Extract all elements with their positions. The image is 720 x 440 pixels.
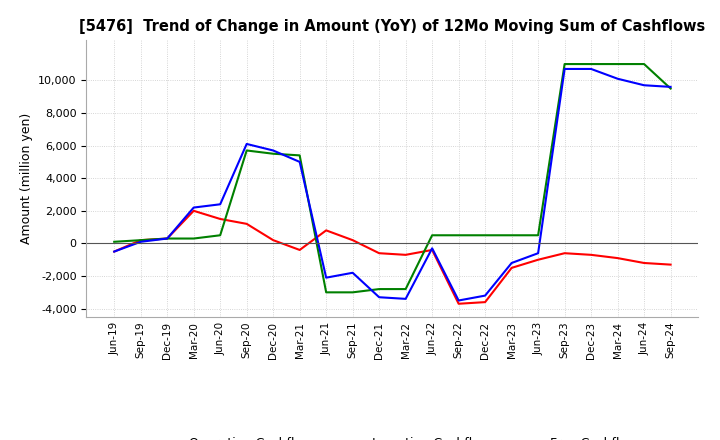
Line: Operating Cashflow: Operating Cashflow xyxy=(114,211,670,304)
Free Cashflow xyxy=(401,296,410,301)
Free Cashflow xyxy=(454,298,463,303)
Operating Cashflow xyxy=(295,247,304,253)
Operating Cashflow xyxy=(375,250,384,256)
Title: [5476]  Trend of Change in Amount (YoY) of 12Mo Moving Sum of Cashflows: [5476] Trend of Change in Amount (YoY) o… xyxy=(79,19,706,34)
Free Cashflow xyxy=(216,202,225,207)
Operating Cashflow xyxy=(163,236,171,241)
Operating Cashflow xyxy=(587,252,595,257)
Free Cashflow xyxy=(613,76,622,81)
Investing Cashflow xyxy=(481,233,490,238)
Investing Cashflow xyxy=(269,151,277,156)
Operating Cashflow xyxy=(189,208,198,213)
Investing Cashflow xyxy=(508,233,516,238)
Free Cashflow xyxy=(136,239,145,245)
Investing Cashflow xyxy=(348,290,357,295)
Free Cashflow xyxy=(295,159,304,165)
Investing Cashflow xyxy=(454,233,463,238)
Operating Cashflow xyxy=(348,238,357,243)
Investing Cashflow xyxy=(136,238,145,243)
Free Cashflow xyxy=(243,141,251,147)
Investing Cashflow xyxy=(666,86,675,91)
Operating Cashflow xyxy=(508,265,516,271)
Operating Cashflow xyxy=(428,247,436,253)
Operating Cashflow xyxy=(454,301,463,306)
Investing Cashflow xyxy=(375,286,384,292)
Operating Cashflow xyxy=(560,250,569,256)
Operating Cashflow xyxy=(110,249,119,254)
Investing Cashflow xyxy=(189,236,198,241)
Investing Cashflow xyxy=(587,62,595,67)
Investing Cashflow xyxy=(428,233,436,238)
Free Cashflow xyxy=(587,66,595,72)
Free Cashflow xyxy=(428,246,436,251)
Line: Investing Cashflow: Investing Cashflow xyxy=(114,64,670,292)
Y-axis label: Amount (million yen): Amount (million yen) xyxy=(19,113,32,244)
Investing Cashflow xyxy=(295,153,304,158)
Operating Cashflow xyxy=(613,256,622,261)
Operating Cashflow xyxy=(640,260,649,266)
Free Cashflow xyxy=(348,270,357,275)
Legend: Operating Cashflow, Investing Cashflow, Free Cashflow: Operating Cashflow, Investing Cashflow, … xyxy=(143,432,642,440)
Investing Cashflow xyxy=(322,290,330,295)
Free Cashflow xyxy=(534,250,542,256)
Operating Cashflow xyxy=(534,257,542,262)
Operating Cashflow xyxy=(136,238,145,243)
Investing Cashflow xyxy=(640,62,649,67)
Free Cashflow xyxy=(666,84,675,89)
Investing Cashflow xyxy=(401,286,410,292)
Line: Free Cashflow: Free Cashflow xyxy=(114,69,670,301)
Operating Cashflow xyxy=(269,238,277,243)
Free Cashflow xyxy=(560,66,569,72)
Free Cashflow xyxy=(375,295,384,300)
Free Cashflow xyxy=(322,275,330,280)
Operating Cashflow xyxy=(243,221,251,227)
Free Cashflow xyxy=(163,236,171,241)
Free Cashflow xyxy=(481,293,490,298)
Free Cashflow xyxy=(189,205,198,210)
Free Cashflow xyxy=(110,249,119,254)
Investing Cashflow xyxy=(216,233,225,238)
Free Cashflow xyxy=(640,83,649,88)
Investing Cashflow xyxy=(243,148,251,153)
Investing Cashflow xyxy=(560,62,569,67)
Investing Cashflow xyxy=(110,239,119,245)
Operating Cashflow xyxy=(216,216,225,222)
Investing Cashflow xyxy=(163,236,171,241)
Investing Cashflow xyxy=(613,62,622,67)
Operating Cashflow xyxy=(666,262,675,267)
Operating Cashflow xyxy=(401,252,410,257)
Free Cashflow xyxy=(269,148,277,153)
Free Cashflow xyxy=(508,260,516,266)
Investing Cashflow xyxy=(534,233,542,238)
Operating Cashflow xyxy=(481,300,490,305)
Operating Cashflow xyxy=(322,228,330,233)
